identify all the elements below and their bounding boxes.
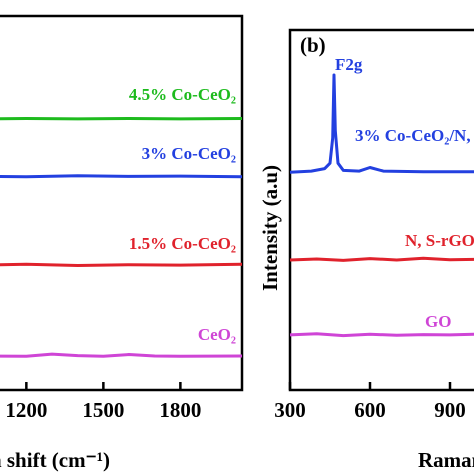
x-tick-label: 600 [354,398,386,422]
spectrum-line [289,73,474,174]
spectrum-line [0,174,243,179]
panel-label: (b) [300,33,326,57]
spectrum-line [0,262,243,267]
series-label: 1.5% Co-CeO₂ [129,234,236,253]
series-label: CeO₂ [198,325,236,344]
plot-frame [0,14,244,392]
series-label: 4.5% Co-CeO₂ [129,85,236,104]
series-label: GO [425,312,451,331]
series-label: 3% Co-CeO₂/N, S-rGO [355,126,474,145]
series-label: N, S-rGO [405,231,474,250]
spectrum-line [289,256,474,262]
x-tick-label: 1200 [5,398,47,422]
series-label: 3% Co-CeO₂ [142,144,236,163]
x-tick-label: 1500 [82,398,124,422]
spectrum-line [289,332,474,338]
x-axis-label: Raman shift (cm⁻¹) [418,448,474,472]
x-axis-label: Raman shift (cm⁻¹) [0,448,110,472]
y-axis-label: Intensity (a.u) [258,165,282,291]
x-tick-label: 900 [434,398,466,422]
x-tick-label: 1800 [159,398,201,422]
spectrum-line [0,352,243,358]
x-tick-label: 300 [274,398,306,422]
peak-annotation: F2g [335,55,363,74]
